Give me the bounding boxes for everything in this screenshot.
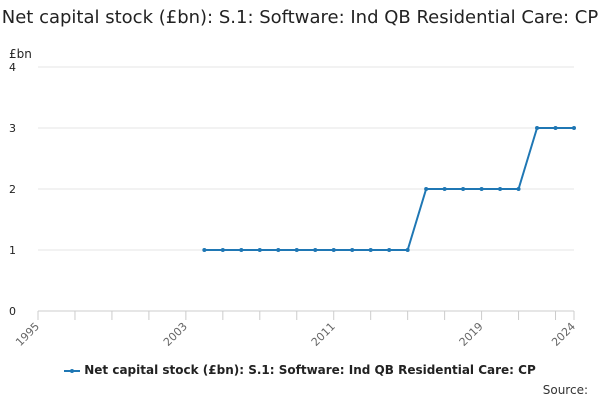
y-tick-label: 4: [9, 61, 16, 74]
series-plot: [202, 126, 576, 252]
legend-label: Net capital stock (£bn): S.1: Software: …: [84, 363, 536, 377]
y-tick-label: 0: [9, 305, 16, 318]
y-axis-tick-labels: 0 1 2 3 4: [9, 61, 16, 318]
y-axis-unit-label: £bn: [9, 47, 32, 61]
data-point: [442, 187, 447, 191]
x-tick-label: 1995: [13, 320, 42, 349]
data-point: [479, 187, 484, 191]
chart-title: Net capital stock (£bn): S.1: Software: …: [1, 7, 599, 28]
data-point: [368, 248, 373, 252]
data-point: [257, 248, 262, 252]
data-point: [535, 126, 540, 130]
x-tick-label: 2011: [309, 320, 338, 349]
y-tick-label: 2: [9, 183, 16, 196]
data-point: [202, 248, 207, 252]
x-tick-label: 2003: [161, 320, 190, 349]
data-point: [461, 187, 466, 191]
x-tick-label: 2024: [549, 320, 578, 349]
data-point: [405, 248, 410, 252]
data-point: [239, 248, 244, 252]
grid-lines: [38, 66, 574, 251]
x-axis-tick-labels: 1995 2003 2011 2019 2024: [13, 320, 578, 349]
legend-swatch-icon: [64, 368, 81, 373]
y-tick-label: 1: [9, 244, 16, 257]
data-point: [516, 187, 521, 191]
data-point: [350, 248, 355, 252]
data-point: [294, 248, 299, 252]
data-point: [387, 248, 392, 252]
x-tick-label: 2019: [457, 320, 486, 349]
data-point: [553, 126, 558, 130]
x-axis: [37, 310, 575, 320]
source-label: Source:: [542, 383, 588, 397]
data-point: [276, 248, 281, 252]
y-tick-label: 3: [9, 122, 16, 135]
data-point: [572, 126, 576, 130]
legend[interactable]: Net capital stock (£bn): S.1: Software: …: [0, 363, 600, 377]
data-point: [313, 248, 318, 252]
data-point: [220, 248, 225, 252]
data-point: [331, 248, 336, 252]
data-point: [498, 187, 503, 191]
data-point: [424, 187, 429, 191]
